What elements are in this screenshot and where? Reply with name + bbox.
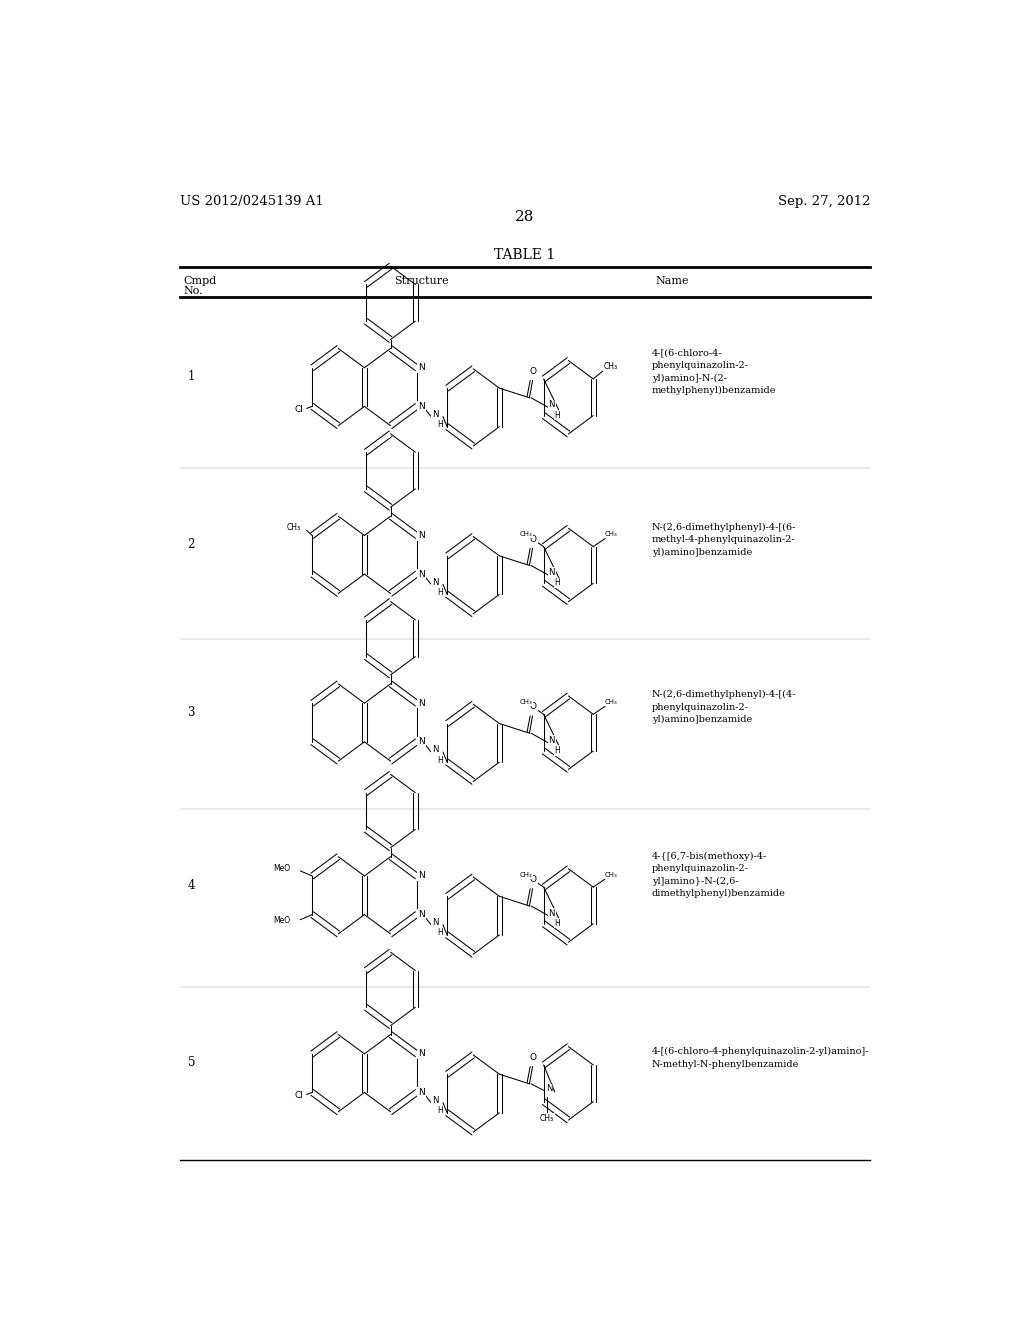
Text: No.: No. [183,286,203,297]
Text: CH₃: CH₃ [604,532,617,537]
Text: CH₃: CH₃ [604,362,617,371]
Text: Cmpd: Cmpd [183,276,217,286]
Text: 3: 3 [187,706,195,719]
Text: N: N [432,411,438,418]
Text: N: N [432,746,438,755]
Text: CH₃: CH₃ [604,873,617,878]
Text: N: N [418,1088,425,1097]
Text: TABLE 1: TABLE 1 [495,248,555,261]
Text: O: O [529,367,537,376]
Text: Cl: Cl [294,405,303,414]
Text: N-(2,6-dimethylphenyl)-4-[(4-
phenylquinazolin-2-
yl)amino]benzamide: N-(2,6-dimethylphenyl)-4-[(4- phenylquin… [652,690,797,725]
Text: H: H [554,411,560,420]
Text: H: H [554,919,560,928]
Text: N: N [418,738,425,746]
Text: N: N [418,698,425,708]
Text: CH₃: CH₃ [520,700,532,705]
Text: Name: Name [655,276,689,286]
Text: CH₃: CH₃ [520,532,532,537]
Text: 4: 4 [187,879,195,891]
Text: N-(2,6-dimethylphenyl)-4-[(6-
methyl-4-phenylquinazolin-2-
yl)amino]benzamide: N-(2,6-dimethylphenyl)-4-[(6- methyl-4-p… [652,523,796,557]
Text: N: N [418,909,425,919]
Text: H: H [554,578,560,587]
Text: N: N [546,1085,553,1093]
Text: H: H [437,1106,443,1115]
Text: CH₃: CH₃ [287,523,301,532]
Text: CH₃: CH₃ [540,1114,554,1123]
Text: US 2012/0245139 A1: US 2012/0245139 A1 [179,194,324,207]
Text: 4-[(6-chloro-4-
phenylquinazolin-2-
yl)amino]-N-(2-
methylphenyl)benzamide: 4-[(6-chloro-4- phenylquinazolin-2- yl)a… [652,348,776,395]
Text: N: N [418,1049,425,1059]
Text: N: N [549,908,555,917]
Text: N: N [549,568,555,577]
Text: N: N [549,400,555,409]
Text: MeO: MeO [273,865,291,874]
Text: N: N [418,871,425,880]
Text: N: N [418,570,425,578]
Text: H: H [437,928,443,937]
Text: N: N [432,1096,438,1105]
Text: 4-[(6-chloro-4-phenylquinazolin-2-yl)amino]-
N-methyl-N-phenylbenzamide: 4-[(6-chloro-4-phenylquinazolin-2-yl)ami… [652,1047,869,1069]
Text: 1: 1 [187,371,195,383]
Text: 4-{[6,7-bis(methoxy)-4-
phenylquinazolin-2-
yl]amino}-N-(2,6-
dimethylphenyl)ben: 4-{[6,7-bis(methoxy)-4- phenylquinazolin… [652,851,785,899]
Text: CH₃: CH₃ [604,700,617,705]
Text: Structure: Structure [394,276,449,286]
Text: 2: 2 [187,539,195,552]
Text: CH₃: CH₃ [520,873,532,878]
Text: O: O [529,1053,537,1061]
Text: Cl: Cl [294,1092,303,1100]
Text: O: O [529,875,537,884]
Text: N: N [549,735,555,744]
Text: 5: 5 [187,1056,195,1069]
Text: O: O [529,702,537,711]
Text: N: N [418,401,425,411]
Text: H: H [437,755,443,764]
Text: 28: 28 [515,210,535,224]
Text: H: H [437,420,443,429]
Text: N: N [418,531,425,540]
Text: N: N [432,919,438,927]
Text: H: H [437,587,443,597]
Text: O: O [529,535,537,544]
Text: N: N [432,578,438,586]
Text: Sep. 27, 2012: Sep. 27, 2012 [777,194,870,207]
Text: N: N [418,363,425,372]
Text: H: H [554,746,560,755]
Text: MeO: MeO [273,916,291,925]
